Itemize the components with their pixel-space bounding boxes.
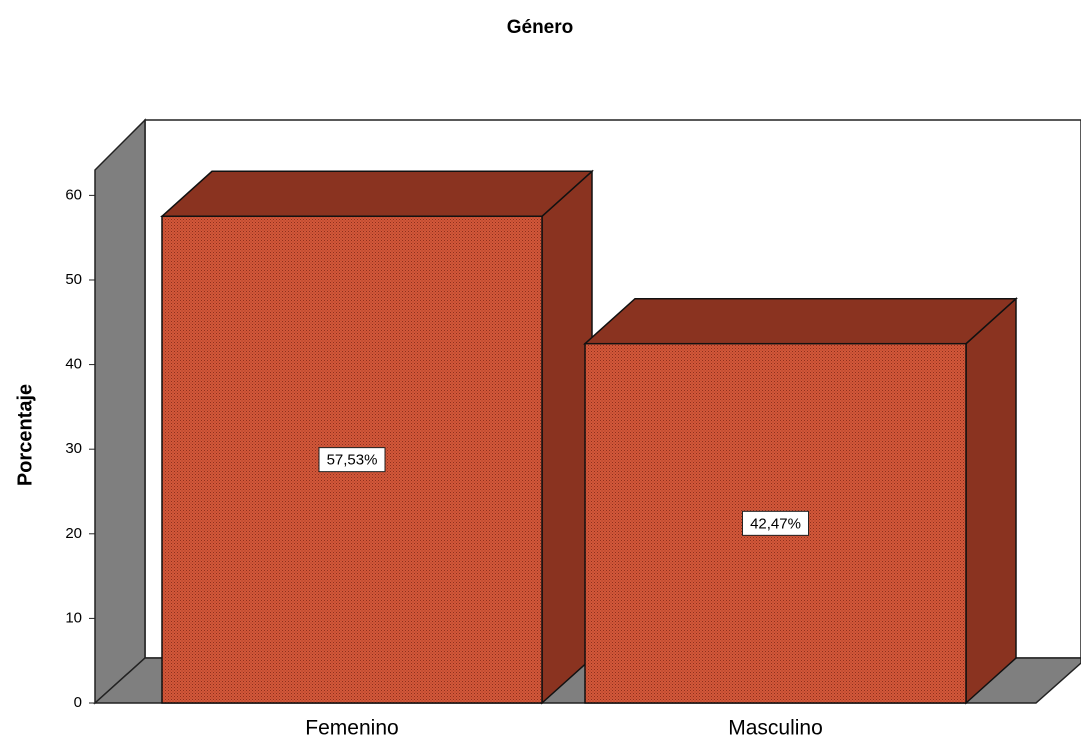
y-tick-label: 20 xyxy=(65,525,82,542)
chart-title: Género xyxy=(507,17,574,38)
y-axis-label: Porcentaje xyxy=(14,384,36,486)
bar-side xyxy=(965,297,1017,705)
y-tick-label: 0 xyxy=(74,694,82,711)
side-wall xyxy=(94,118,146,705)
x-tick-label: Masculino xyxy=(728,717,823,740)
y-tick-label: 10 xyxy=(65,609,82,626)
y-tick-label: 60 xyxy=(65,186,82,203)
value-label: 57,53% xyxy=(327,452,378,469)
bar-top xyxy=(160,170,594,218)
bar-top xyxy=(583,297,1018,345)
y-tick-label: 50 xyxy=(65,271,82,288)
value-label-box xyxy=(318,447,386,473)
value-label: 42,47% xyxy=(750,515,801,532)
y-tick-label: 40 xyxy=(65,356,82,373)
y-tick-label: 30 xyxy=(65,440,82,457)
value-label-box xyxy=(742,510,809,536)
x-tick-label: Femenino xyxy=(305,717,398,740)
